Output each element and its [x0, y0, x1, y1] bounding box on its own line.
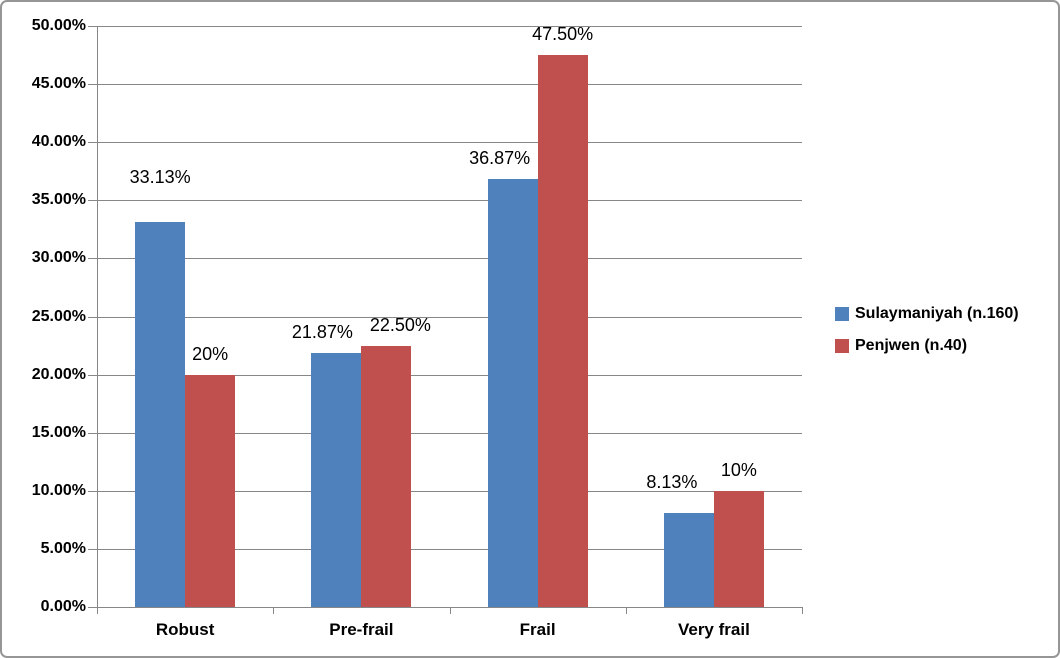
y-axis-label: 35.00%: [31, 191, 86, 209]
x-tick-mark: [802, 607, 803, 614]
legend-label-sulaymaniyah: Sulaymaniyah (n.160): [855, 305, 1019, 322]
bar-value-label: 20%: [192, 343, 229, 364]
y-tick-mark: [88, 607, 97, 608]
y-axis-label: 45.00%: [31, 75, 86, 93]
category-label-very-frail: Very frail: [677, 620, 750, 639]
x-tick-mark: [273, 607, 275, 614]
y-tick-mark: [88, 142, 97, 144]
y-axis-label: 0.00%: [40, 598, 86, 615]
y-tick-mark: [88, 490, 97, 492]
y-axis-label: 10.00%: [31, 481, 86, 499]
bar-value-label: 36.87%: [469, 147, 531, 168]
legend-item-penjwen[interactable]: Penjwen (n.40): [835, 335, 1019, 357]
y-tick-mark: [88, 374, 97, 376]
legend: Sulaymaniyah (n.160) Penjwen (n.40): [835, 303, 1019, 357]
legend-swatch-penjwen-icon: [835, 339, 849, 353]
x-axis-line: [97, 607, 802, 608]
gridline-20: [97, 374, 802, 376]
bar-very-frail-s1[interactable]: [713, 490, 764, 607]
gridline-15: [97, 432, 802, 434]
y-axis-label: 20.00%: [31, 365, 86, 383]
y-axis-label: 30.00%: [31, 249, 86, 267]
bar-value-label: 10%: [720, 459, 757, 480]
x-tick-mark: [625, 607, 627, 614]
legend-label-penjwen: Penjwen (n.40): [855, 337, 968, 354]
bar-value-label: 33.13%: [129, 167, 191, 188]
category-label-robust: Robust: [155, 620, 215, 639]
y-axis-label: 25.00%: [31, 307, 86, 325]
gridline-30: [97, 258, 802, 260]
bar-pre-frail-s1[interactable]: [361, 345, 412, 607]
y-tick-mark: [88, 316, 97, 318]
x-tick-mark: [97, 607, 98, 614]
y-tick-mark: [88, 84, 97, 86]
x-tick-mark: [449, 607, 451, 614]
gridline-5: [97, 548, 802, 550]
y-tick-mark: [88, 26, 97, 27]
bar-frail-s1[interactable]: [537, 55, 588, 607]
y-axis-label: 15.00%: [31, 423, 86, 441]
bar-value-label: 8.13%: [646, 471, 698, 492]
gridline-10: [97, 490, 802, 492]
bar-frail-s0[interactable]: [487, 178, 538, 607]
y-axis-label: 5.00%: [40, 539, 86, 557]
gridline-25: [97, 316, 802, 318]
bar-robust-s0[interactable]: [135, 222, 186, 607]
y-axis-label: 40.00%: [31, 133, 86, 151]
y-tick-mark: [88, 432, 97, 434]
y-axis-label: 50.00%: [31, 17, 86, 34]
y-tick-mark: [88, 200, 97, 202]
y-tick-mark: [88, 548, 97, 550]
bar-very-frail-s0[interactable]: [663, 512, 714, 607]
y-axis-line: [97, 26, 98, 607]
bar-value-label: 22.50%: [369, 314, 431, 335]
category-label-pre-frail: Pre-frail: [329, 620, 394, 639]
y-tick-mark: [88, 258, 97, 260]
gridline-50: [97, 26, 802, 27]
category-label-frail: Frail: [519, 620, 556, 639]
gridline-40: [97, 142, 802, 144]
legend-item-sulaymaniyah[interactable]: Sulaymaniyah (n.160): [835, 303, 1019, 325]
bar-robust-s1[interactable]: [185, 374, 236, 607]
bar-value-label: 21.87%: [291, 321, 353, 342]
bar-pre-frail-s0[interactable]: [311, 352, 362, 607]
legend-swatch-sulaymaniyah-icon: [835, 307, 849, 321]
bar-value-label: 47.50%: [532, 24, 594, 45]
gridline-45: [97, 84, 802, 86]
gridline-35: [97, 200, 802, 202]
